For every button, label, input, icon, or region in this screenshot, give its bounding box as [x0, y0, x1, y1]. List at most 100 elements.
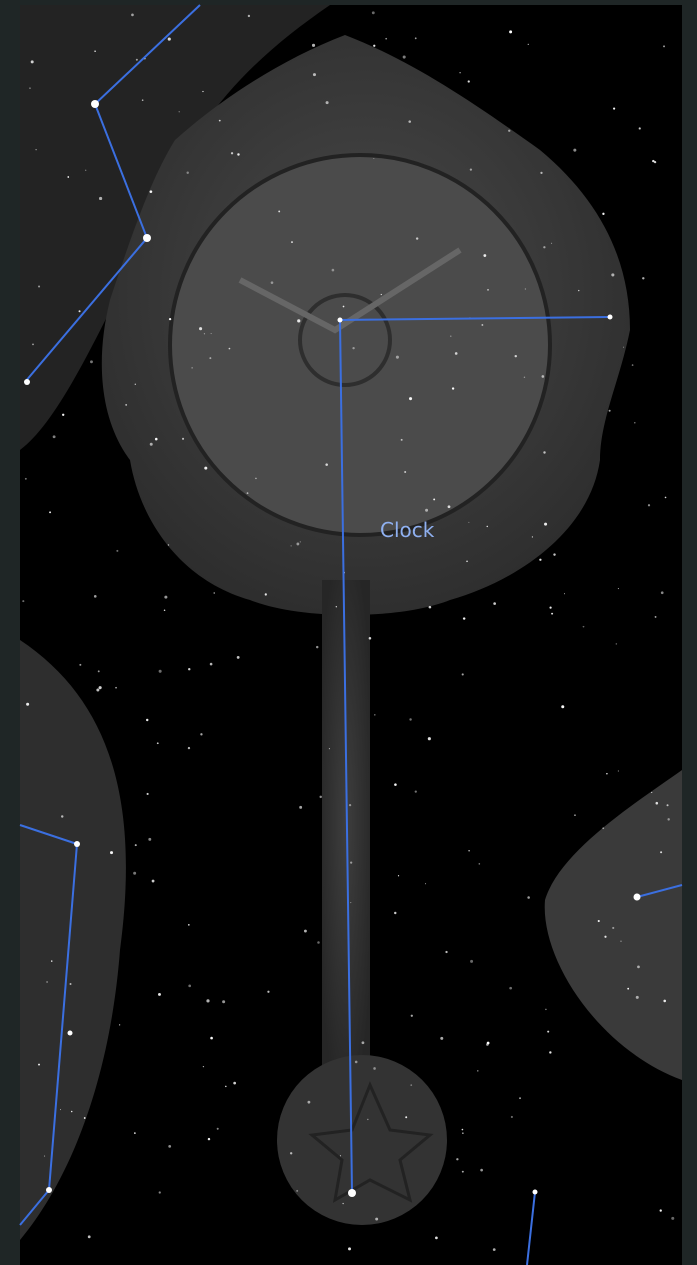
star	[336, 606, 337, 607]
star	[656, 802, 659, 805]
star	[480, 1169, 483, 1172]
star	[385, 38, 387, 40]
star	[168, 38, 171, 41]
star	[539, 559, 541, 561]
star	[545, 1009, 547, 1011]
star	[110, 851, 113, 854]
star	[416, 237, 418, 239]
star	[509, 30, 512, 33]
star	[148, 838, 151, 841]
star	[403, 56, 406, 59]
star	[547, 1031, 549, 1033]
star	[291, 241, 293, 243]
star	[511, 1116, 513, 1118]
star	[410, 1084, 412, 1086]
star	[326, 101, 329, 104]
star	[203, 1066, 204, 1067]
star	[636, 996, 639, 999]
star	[459, 72, 460, 73]
star	[651, 792, 652, 793]
star	[544, 523, 547, 526]
star	[210, 663, 213, 666]
star	[319, 796, 321, 798]
star	[598, 920, 600, 922]
star	[208, 1138, 210, 1140]
star	[667, 818, 669, 820]
star	[604, 936, 606, 938]
star	[307, 1101, 310, 1104]
star	[342, 1203, 343, 1204]
star	[135, 844, 137, 846]
star	[159, 1191, 161, 1193]
star	[493, 602, 496, 605]
star	[602, 827, 604, 829]
star	[265, 593, 267, 595]
star	[312, 44, 315, 47]
star	[290, 1152, 292, 1154]
star	[179, 111, 180, 112]
star	[634, 894, 641, 901]
star	[38, 1064, 40, 1066]
star	[481, 324, 483, 326]
star	[404, 471, 406, 473]
star	[515, 355, 517, 357]
star	[164, 610, 166, 612]
star	[445, 951, 447, 953]
star	[532, 536, 533, 537]
star	[271, 281, 274, 284]
star	[663, 45, 665, 47]
star	[186, 172, 188, 174]
star	[25, 478, 27, 480]
star	[369, 637, 372, 640]
star	[456, 1158, 458, 1160]
star	[396, 356, 399, 359]
star	[219, 120, 221, 122]
pendulum-bob	[277, 1055, 447, 1225]
star	[300, 541, 301, 542]
star	[448, 505, 451, 508]
star	[463, 617, 465, 619]
star	[136, 59, 138, 61]
star	[660, 851, 662, 853]
star	[611, 273, 614, 276]
star	[415, 37, 417, 39]
star	[200, 733, 202, 735]
star	[542, 375, 545, 378]
star	[578, 290, 579, 291]
star	[483, 254, 486, 257]
star	[479, 863, 481, 865]
star	[297, 319, 300, 322]
page: {"label": "Clock"}	[0, 0, 697, 1265]
star	[519, 1097, 521, 1099]
star	[143, 234, 151, 242]
star	[131, 14, 134, 17]
star	[91, 100, 99, 108]
star	[574, 814, 576, 816]
star	[168, 1145, 171, 1148]
star	[71, 1111, 73, 1113]
star	[22, 600, 24, 602]
star	[125, 404, 127, 406]
star	[84, 1117, 86, 1119]
star	[549, 607, 551, 609]
star	[543, 246, 545, 248]
star	[561, 705, 564, 708]
star	[60, 1109, 61, 1110]
star	[509, 987, 512, 990]
star	[613, 108, 615, 110]
star	[211, 333, 212, 334]
star	[188, 924, 190, 926]
star	[373, 1067, 376, 1070]
star	[487, 526, 488, 527]
star	[248, 15, 250, 17]
star	[462, 1171, 464, 1173]
star	[317, 941, 320, 944]
star	[372, 11, 375, 14]
star	[70, 983, 72, 985]
star	[634, 422, 635, 423]
star	[329, 748, 330, 749]
star	[169, 318, 171, 320]
star	[229, 348, 231, 350]
star	[350, 862, 352, 864]
star	[296, 1190, 298, 1192]
